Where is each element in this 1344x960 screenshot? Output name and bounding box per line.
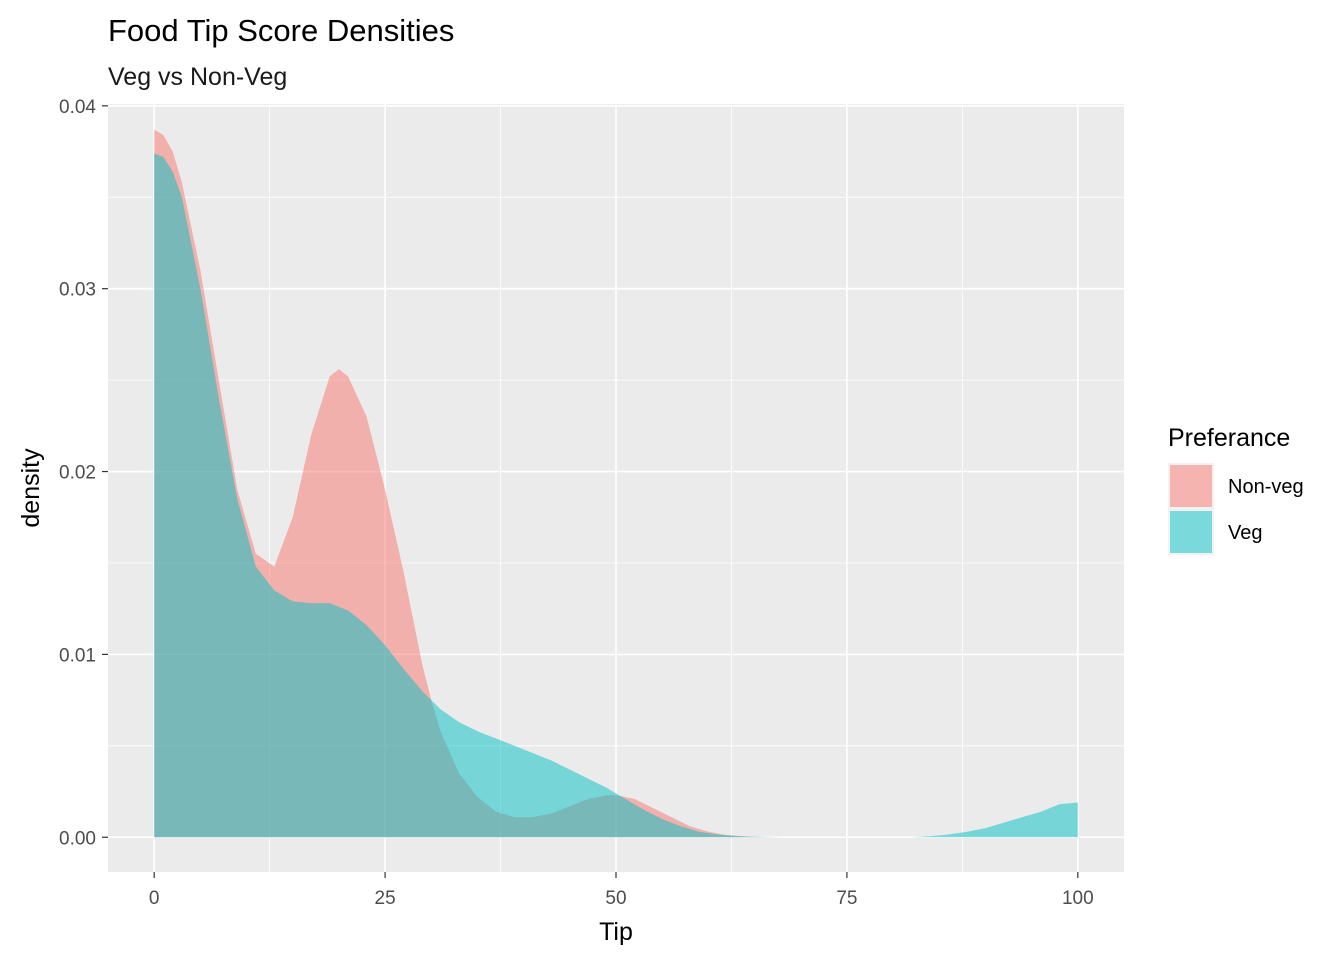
x-tick-label: 75: [836, 888, 857, 909]
legend-title: Preferance: [1168, 424, 1290, 452]
legend-key-swatch: [1170, 465, 1212, 507]
legend-label: Veg: [1228, 522, 1262, 544]
chart-title: Food Tip Score Densities: [108, 13, 454, 48]
x-tick-label: 25: [375, 888, 396, 909]
x-tick-label: 100: [1062, 888, 1094, 909]
density-areas: [154, 129, 1078, 838]
y-tick-label: 0.03: [59, 280, 96, 301]
x-axis-title: Tip: [599, 918, 633, 946]
x-tick-label: 50: [605, 888, 626, 909]
y-tick-label: 0.00: [59, 828, 96, 849]
density-area-veg: [154, 153, 1078, 838]
y-tick-label: 0.04: [59, 97, 96, 118]
y-tick-label: 0.01: [59, 645, 96, 666]
axis-ticks: 0 25 50 75 100 0.00 0.01 0.02 0.03 0.04: [59, 97, 1094, 909]
legend-key-swatch: [1170, 511, 1212, 553]
x-tick-label: 0: [149, 888, 160, 909]
chart-subtitle: Veg vs Non-Veg: [108, 63, 287, 91]
legend: Preferance Non-veg Veg: [1168, 424, 1304, 555]
y-tick-label: 0.02: [59, 463, 96, 484]
legend-label: Non-veg: [1228, 476, 1304, 498]
y-axis-title: density: [17, 448, 45, 528]
